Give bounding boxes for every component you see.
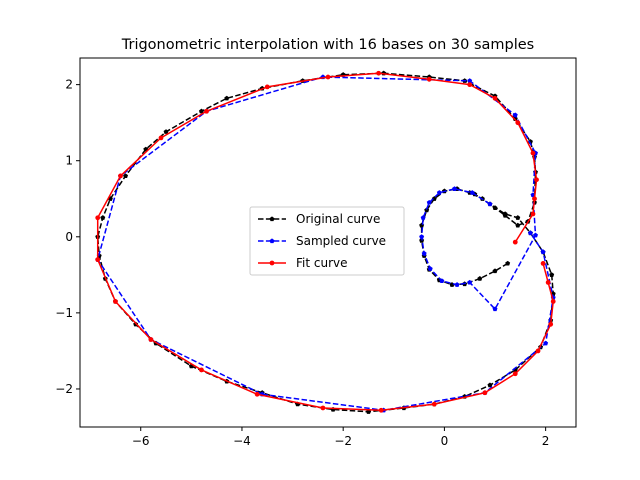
axes-frame (79, 57, 577, 428)
x-tick-label: 2 (542, 434, 550, 448)
data-point-sampled-curve (436, 190, 442, 195)
data-point-fit-curve (325, 74, 331, 80)
data-point-fit-curve (512, 239, 518, 245)
data-point-sampled-curve (543, 340, 549, 346)
data-point-fit-curve (431, 401, 437, 407)
x-tick-label: 0 (441, 434, 449, 448)
y-tick-label: 1 (65, 154, 73, 168)
data-point-sampled-curve (533, 232, 538, 238)
data-point-original-curve (549, 272, 555, 277)
data-point-fit-curve (515, 120, 521, 126)
data-point-original-curve (163, 129, 169, 134)
y-tick-label: 0 (65, 230, 73, 244)
data-point-original-curve (123, 173, 129, 179)
data-point-fit-curve (426, 76, 432, 82)
data-point-sampled-curve (467, 78, 473, 83)
data-point-fit-curve (199, 367, 204, 373)
data-point-original-curve (487, 382, 493, 388)
y-axis-ticks: −2 −1 0 1 2 (55, 78, 80, 396)
legend-marker-fit-curve (269, 260, 275, 266)
data-point-sampled-curve (427, 266, 433, 271)
legend-marker-sampled-curve (269, 238, 275, 244)
data-point-fit-curve (204, 108, 209, 114)
data-point-original-curve (505, 260, 511, 266)
data-point-fit-curve (118, 173, 123, 179)
data-point-sampled-curve (454, 282, 460, 287)
data-point-sampled-curve (469, 190, 475, 195)
data-point-original-curve (492, 205, 498, 210)
data-point-fit-curve (254, 391, 260, 397)
legend: Original curve Sampled curve Fit curve (249, 206, 405, 276)
chart-title: Trigonometric interpolation with 16 base… (121, 37, 534, 53)
data-point-original-curve (492, 268, 498, 274)
data-point-fit-curve (535, 348, 541, 354)
data-point-fit-curve (95, 215, 101, 221)
data-point-original-curve (199, 108, 204, 114)
data-point-fit-curve (482, 390, 488, 396)
data-point-fit-curve (530, 150, 536, 156)
data-point-original-curve (515, 215, 521, 220)
data-point-fit-curve (548, 321, 554, 327)
data-point-fit-curve (530, 211, 536, 217)
legend-marker-original-curve (269, 216, 275, 222)
data-point-sampled-curve (492, 306, 498, 312)
data-point-sampled-curve (439, 278, 445, 284)
data-point-fit-curve (148, 337, 154, 342)
y-tick-label: 2 (65, 78, 73, 92)
x-tick-label: −2 (334, 434, 352, 448)
series-layer (95, 70, 556, 414)
data-point-sampled-curve (420, 215, 426, 220)
data-point-fit-curve (532, 196, 537, 202)
data-point-fit-curve (492, 95, 498, 101)
data-point-original-curve (224, 95, 230, 101)
data-point-sampled-curve (452, 186, 457, 191)
data-point-original-curve (424, 207, 430, 213)
data-point-fit-curve (467, 82, 473, 88)
legend-label-sampled-curve: Sampled curve (296, 234, 386, 248)
legend-box (249, 206, 405, 276)
axes-border (79, 57, 577, 428)
data-point-sampled-curve (421, 250, 427, 256)
data-point-fit-curve (264, 84, 270, 90)
legend-entries (258, 216, 286, 266)
data-point-fit-curve (320, 405, 326, 411)
data-point-sampled-curve (487, 201, 493, 207)
x-tick-label: −6 (132, 434, 150, 448)
series-fit-curve (95, 70, 556, 413)
data-point-fit-curve (113, 299, 118, 304)
legend-label-original-curve: Original curve (296, 212, 380, 226)
data-point-sampled-curve (512, 112, 518, 118)
data-point-fit-curve (376, 70, 382, 76)
data-point-fit-curve (512, 371, 518, 377)
data-point-fit-curve (545, 280, 551, 285)
data-point-sampled-curve (540, 249, 546, 255)
data-point-original-curve (100, 215, 106, 220)
data-point-fit-curve (378, 407, 384, 413)
data-point-fit-curve (158, 135, 164, 141)
data-point-original-curve (502, 211, 508, 217)
data-point-sampled-curve (426, 199, 432, 205)
x-tick-label: −4 (233, 434, 251, 448)
y-tick-label: −2 (55, 382, 73, 396)
data-point-original-curve (515, 222, 521, 228)
data-point-fit-curve (534, 177, 539, 183)
data-point-sampled-curve (419, 234, 425, 239)
data-point-fit-curve (550, 299, 556, 304)
y-tick-label: −1 (55, 306, 73, 320)
x-axis-ticks: −6 −4 −2 0 2 (132, 427, 550, 448)
data-point-sampled-curve (467, 279, 473, 285)
data-point-fit-curve (540, 261, 546, 266)
data-point-sampled-curve (527, 230, 533, 236)
data-point-fit-curve (95, 257, 101, 263)
data-point-original-curve (477, 276, 483, 281)
legend-label-fit-curve: Fit curve (296, 256, 348, 270)
